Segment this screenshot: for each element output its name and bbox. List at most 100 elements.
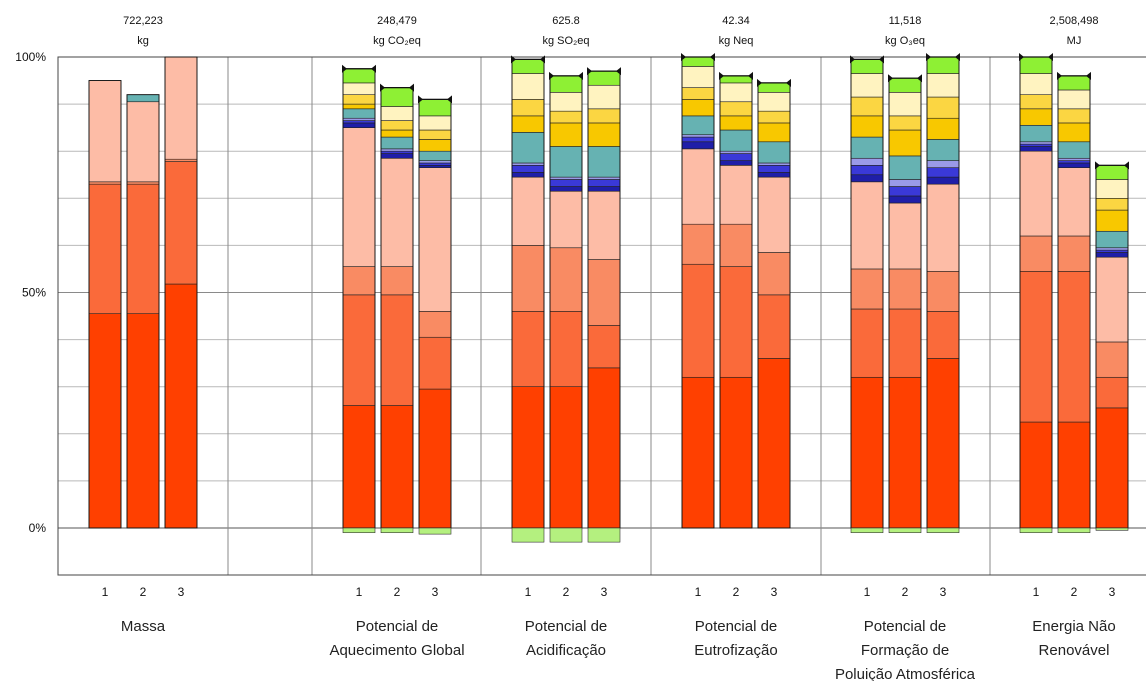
- bar-label: 1: [102, 585, 109, 599]
- bar-segment: [1095, 407, 1129, 529]
- bar-segment: [511, 165, 545, 173]
- bar-segment: [926, 96, 960, 119]
- bar-segment: [888, 195, 922, 204]
- bar-segment: [850, 136, 884, 159]
- bar-segment: [380, 87, 414, 107]
- bar-segment: [549, 311, 583, 387]
- group-label: Aquecimento Global: [329, 642, 464, 659]
- bar-negative-segment: [888, 527, 922, 534]
- bar-segment: [164, 56, 198, 160]
- bar-segment: [1095, 179, 1129, 199]
- group-label: Potencial de: [356, 618, 439, 635]
- range-marker-arrow: [371, 64, 376, 73]
- bar-label: 1: [695, 585, 702, 599]
- bar-segment: [587, 176, 621, 180]
- bar-segment: [757, 172, 791, 178]
- bar-segment: [681, 56, 715, 67]
- bar-segment: [1057, 160, 1091, 164]
- range-marker-arrow: [1019, 53, 1024, 61]
- bar-segment: [1019, 94, 1053, 110]
- bar-segment: [757, 110, 791, 124]
- bar-segment: [757, 165, 791, 173]
- header-value: 625.8: [552, 15, 580, 27]
- bar-segment: [1095, 198, 1129, 211]
- bar-label: 1: [864, 585, 871, 599]
- bar-segment: [126, 183, 160, 314]
- bar-label: 3: [771, 585, 778, 599]
- group-label: Poluição Atmosférica: [835, 666, 976, 681]
- bar-segment: [850, 165, 884, 176]
- header-value: 11,518: [889, 15, 922, 27]
- bar-segment: [587, 179, 621, 187]
- bar-segment: [1019, 141, 1053, 145]
- bar-segment: [511, 132, 545, 164]
- bar-segment: [757, 92, 791, 112]
- header-unit: kg: [137, 35, 149, 47]
- bar-segment: [888, 202, 922, 270]
- bar-segment: [380, 129, 414, 138]
- bar-segment: [719, 129, 753, 152]
- bar-segment: [1095, 256, 1129, 343]
- bar-segment: [342, 294, 376, 406]
- bar-negative-segment: [418, 527, 452, 535]
- bar-negative-segment: [511, 527, 545, 543]
- bar-segment: [587, 146, 621, 178]
- range-marker-arrow: [418, 95, 423, 104]
- bar-label: 1: [356, 585, 363, 599]
- bar-segment: [88, 183, 122, 314]
- bar-segment: [380, 136, 414, 150]
- bar-segment: [1019, 146, 1053, 152]
- bar-segment: [1095, 252, 1129, 258]
- bar-segment: [926, 183, 960, 272]
- header-unit: MJ: [1067, 35, 1082, 47]
- bar-label: 3: [601, 585, 608, 599]
- bar-segment: [126, 313, 160, 529]
- bar-segment: [681, 99, 715, 117]
- bar-segment: [1019, 421, 1053, 529]
- bar-segment: [681, 87, 715, 100]
- bar-segment: [757, 294, 791, 359]
- bar-label: 3: [940, 585, 947, 599]
- bar-segment: [587, 325, 621, 369]
- bar-segment: [418, 129, 452, 140]
- bar-segment: [342, 122, 376, 128]
- bar-segment: [587, 186, 621, 192]
- range-marker-arrow: [710, 53, 715, 61]
- plot-frame: [57, 56, 1146, 576]
- bar-label: 1: [1033, 585, 1040, 599]
- bar-segment: [850, 96, 884, 117]
- bar-segment: [342, 405, 376, 529]
- bar-segment: [549, 186, 583, 192]
- bar-segment: [511, 99, 545, 117]
- header-value: 248,479: [377, 15, 417, 27]
- bar-segment: [757, 252, 791, 296]
- bar-segment: [418, 150, 452, 161]
- bar-segment: [681, 223, 715, 265]
- bar-segment: [926, 160, 960, 168]
- range-marker-arrow: [1057, 71, 1062, 80]
- bar-segment: [126, 94, 160, 103]
- range-marker-arrow: [616, 67, 621, 76]
- bar-segment: [587, 108, 621, 124]
- bar-segment: [1095, 341, 1129, 378]
- bar-segment: [549, 176, 583, 180]
- bar-label: 3: [1109, 585, 1116, 599]
- bar-segment: [888, 115, 922, 131]
- bar-segment: [587, 259, 621, 326]
- bar-segment: [1057, 421, 1091, 529]
- bar-segment: [342, 108, 376, 119]
- bar-segment: [1095, 249, 1129, 253]
- bar-segment: [888, 129, 922, 157]
- bar-outline: [88, 80, 122, 529]
- bar-segment: [587, 190, 621, 260]
- bar-segment: [1057, 162, 1091, 168]
- header-value: 2,508,498: [1050, 15, 1099, 27]
- bar-negative-segment: [850, 527, 884, 534]
- bar-segment: [757, 358, 791, 529]
- bar-segment: [418, 165, 452, 168]
- bar-segment: [888, 155, 922, 180]
- bar-segment: [342, 117, 376, 121]
- bar-segment: [1019, 108, 1053, 126]
- bar-negative-segment: [1057, 527, 1091, 534]
- bar-segment: [164, 161, 198, 285]
